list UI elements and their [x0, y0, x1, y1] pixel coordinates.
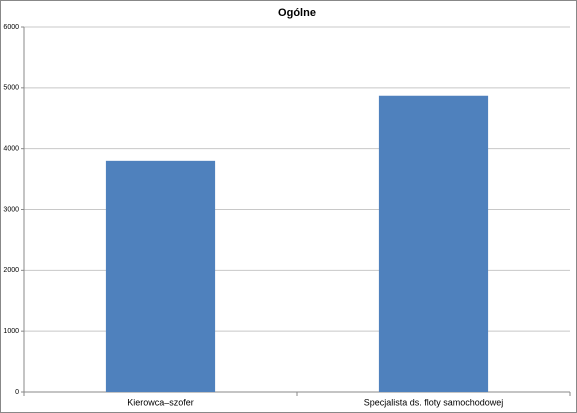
x-tick-label: Kierowca–szofer: [127, 397, 194, 407]
x-tick-label: Specjalista ds. floty samochodowej: [364, 397, 504, 407]
y-tick-label: 2000: [3, 267, 19, 274]
y-tick-label: 1000: [3, 328, 19, 335]
chart-title: Ogólne: [278, 7, 316, 19]
y-tick-label: 5000: [3, 85, 19, 92]
y-tick-label: 0: [15, 389, 19, 396]
y-tick-label: 6000: [3, 24, 19, 31]
y-tick-label: 4000: [3, 146, 19, 153]
bar: [378, 95, 489, 392]
bar: [105, 160, 216, 392]
y-tick-label: 3000: [3, 206, 19, 213]
